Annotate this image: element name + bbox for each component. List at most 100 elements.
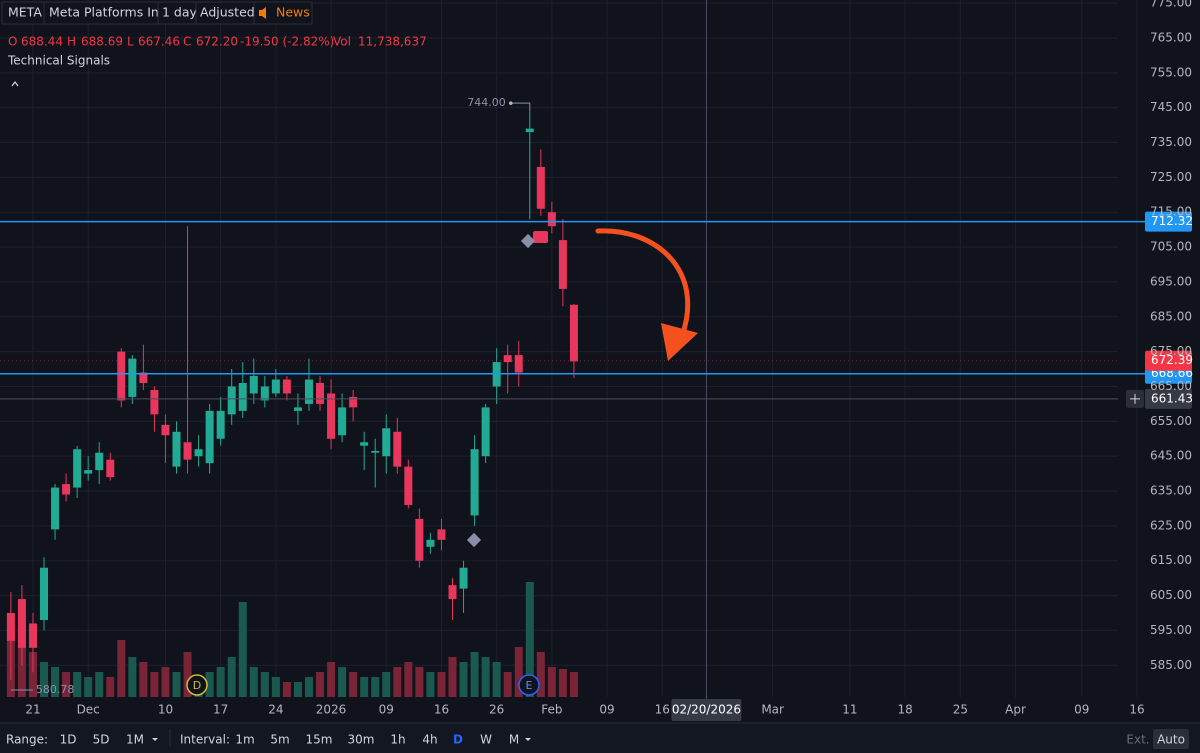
volume-bar	[371, 677, 380, 697]
volume-bar	[481, 657, 490, 697]
range-option[interactable]: 5D	[93, 733, 110, 747]
legend-label: C	[183, 35, 191, 49]
candle-body	[349, 396, 358, 408]
event-label: E	[526, 679, 533, 692]
volume-bar	[558, 669, 567, 697]
candle-body	[360, 442, 369, 446]
interval-option[interactable]: 1h	[390, 733, 405, 747]
auto-button-box[interactable]	[1153, 729, 1189, 749]
interval-option[interactable]: 1m	[235, 733, 254, 747]
y-tick-label: 645.00	[1150, 449, 1192, 463]
range-option[interactable]: 1D	[60, 733, 77, 747]
candle-body	[139, 372, 148, 384]
annotation-arrow	[595, 228, 691, 339]
range-option[interactable]: 1M	[126, 733, 144, 747]
candle-body	[17, 599, 26, 648]
y-tick-label: 615.00	[1150, 553, 1192, 567]
candle-body	[481, 407, 490, 457]
volume-bar	[62, 672, 71, 697]
candle-body	[51, 487, 60, 530]
y-tick-label: 665.00	[1150, 379, 1192, 393]
level-label: 712.32	[1151, 214, 1193, 228]
volume-bar	[84, 677, 93, 697]
volume-bar	[139, 662, 148, 697]
volume-bar	[525, 582, 534, 697]
signal-block	[533, 231, 548, 243]
legend-label: O	[8, 35, 17, 49]
low-label: 580.78	[36, 683, 75, 696]
interval-option[interactable]: 5m	[270, 733, 289, 747]
volume-bar	[547, 667, 556, 697]
annotation-arrowhead	[661, 323, 698, 361]
candle-body	[282, 379, 291, 394]
volume-bar	[227, 657, 236, 697]
y-tick-label: 585.00	[1150, 658, 1192, 672]
candle-layer	[6, 111, 578, 680]
y-tick-label: 685.00	[1150, 309, 1192, 323]
news-box[interactable]	[253, 1, 313, 25]
toolbar-items: Range: 1D 5D 1M Interval: 1m 5m 15m 30m 1h 4h D W M	[6, 733, 531, 747]
indicator-name[interactable]: Technical Signals	[7, 54, 110, 68]
volume-bar	[304, 677, 313, 697]
x-tick-label: 21	[25, 703, 40, 717]
interval-option[interactable]: D	[453, 733, 463, 747]
collapse-icon[interactable]	[11, 81, 19, 87]
interval-option[interactable]: 4h	[422, 733, 437, 747]
y-tick-label: 625.00	[1150, 518, 1192, 532]
ext-button[interactable]: Ext.	[1126, 733, 1149, 747]
interval-option[interactable]: M	[509, 733, 519, 747]
candle-body	[106, 459, 115, 478]
interval-option[interactable]: 15m	[306, 733, 333, 747]
candle-body	[238, 383, 247, 411]
x-tick-label: 2026	[316, 703, 347, 717]
x-tick-label: 10	[158, 703, 173, 717]
company-name: Meta Platforms Inc	[49, 5, 166, 20]
y-tick-label: 765.00	[1150, 30, 1192, 44]
candle-body	[205, 410, 214, 464]
volume-bar	[338, 667, 347, 697]
candle-body	[183, 442, 192, 460]
legend-label: L	[127, 35, 134, 49]
volume-bar	[404, 662, 413, 697]
candle-body	[260, 386, 269, 401]
candle-body	[525, 128, 534, 133]
interval-label: Interval:	[180, 733, 230, 747]
adjustment: Adjusted	[200, 5, 255, 20]
crosshair-date-box	[671, 699, 742, 721]
auto-button[interactable]: Auto	[1157, 733, 1185, 747]
volume-bar	[327, 662, 336, 697]
interval-option[interactable]: W	[480, 733, 492, 747]
range-label: Range:	[6, 733, 48, 747]
high-dot	[508, 101, 513, 105]
volume-bar	[316, 672, 325, 697]
x-tick-label: Feb	[541, 703, 562, 717]
volume-bar	[249, 667, 258, 697]
volume-bar	[51, 667, 60, 697]
event-dividend[interactable]	[186, 674, 208, 696]
y-tick-label: 675.00	[1150, 344, 1192, 358]
crosshair-date: 02/20/2026	[672, 703, 741, 717]
x-tick-label: Apr	[1005, 703, 1026, 717]
volume-bar	[514, 647, 523, 697]
legend-change: -19.50 (-2.82%)	[240, 35, 334, 49]
x-tick-label: 09	[599, 703, 614, 717]
candle-body	[316, 383, 325, 404]
candle-body	[327, 393, 336, 439]
interval-option[interactable]: 30m	[348, 733, 375, 747]
y-tick-label: 635.00	[1150, 484, 1192, 498]
volume-bar	[238, 602, 247, 697]
event-earnings[interactable]	[518, 674, 540, 696]
volume-bar	[73, 672, 82, 697]
x-tick-label: 16	[655, 703, 670, 717]
ohlc-legend: O 688.44 H 688.69 L 667.46 C 672.20 -19.…	[8, 35, 427, 49]
x-tick-label: 25	[953, 703, 968, 717]
candle-body	[503, 355, 512, 363]
candle-body	[304, 379, 313, 404]
volume-bar	[216, 667, 225, 697]
crosshair-price-box	[1145, 388, 1192, 409]
candle-body	[415, 518, 424, 561]
candle-body	[393, 431, 402, 467]
volume-bar	[106, 677, 115, 697]
